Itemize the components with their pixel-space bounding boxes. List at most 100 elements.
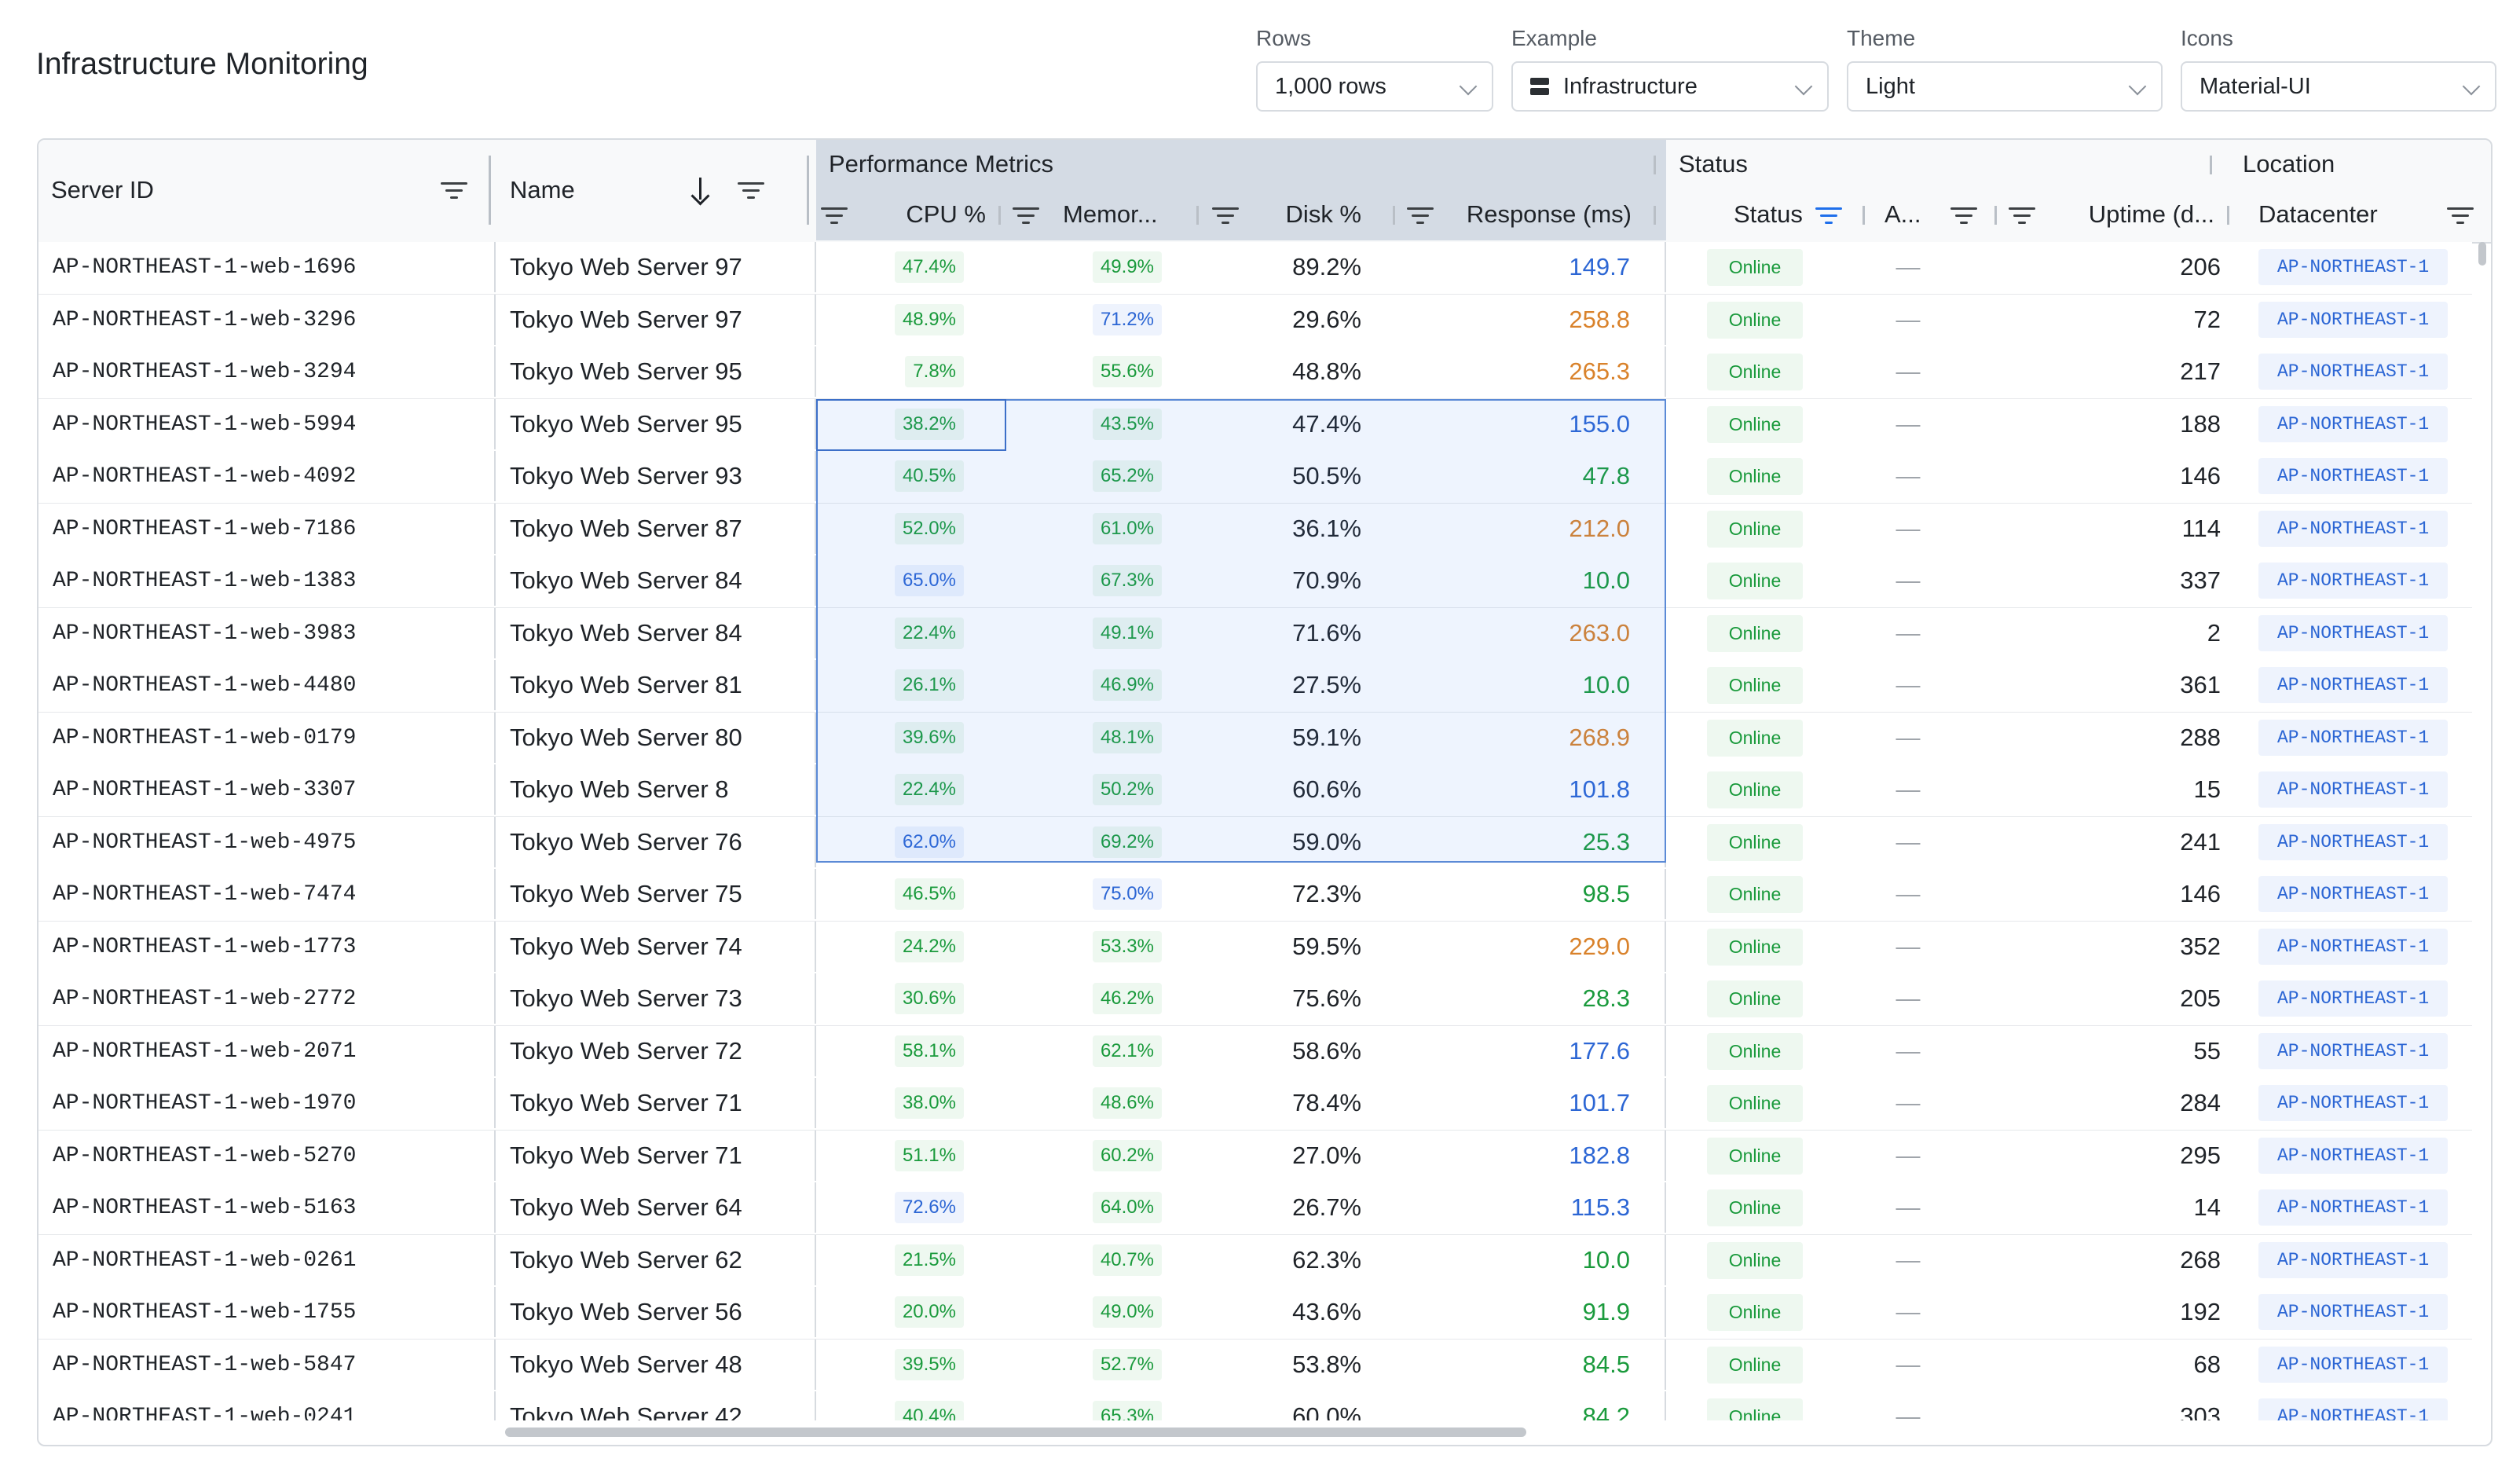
filter-icon[interactable] (441, 181, 467, 201)
cell-datacenter[interactable]: AP-NORTHEAST-1 (2243, 504, 2472, 554)
table-row[interactable]: AP-NORTHEAST-1-web-2772 Tokyo Web Server … (38, 973, 2472, 1027)
cell-datacenter[interactable]: AP-NORTHEAST-1 (2243, 713, 2472, 763)
cell-cpu[interactable]: 7.8% (816, 346, 1006, 397)
cell-response[interactable]: 155.0 (1401, 399, 1666, 449)
table-row[interactable]: AP-NORTHEAST-1-web-0179 Tokyo Web Server … (38, 713, 2472, 766)
cell-name[interactable]: Tokyo Web Server 64 (497, 1182, 816, 1233)
cell-name[interactable]: Tokyo Web Server 97 (497, 295, 816, 345)
cell-response[interactable]: 263.0 (1401, 608, 1666, 658)
table-row[interactable]: AP-NORTHEAST-1-web-1773 Tokyo Web Server … (38, 922, 2472, 975)
cell-server-id[interactable]: AP-NORTHEAST-1-web-0241 (38, 1391, 496, 1420)
cell-status[interactable]: Online (1666, 817, 1844, 867)
cell-uptime[interactable]: 295 (1972, 1131, 2243, 1181)
cell-uptime[interactable]: 68 (1972, 1340, 2243, 1390)
cell-disk[interactable]: 47.4% (1204, 399, 1401, 449)
cell-response[interactable]: 84.5 (1401, 1340, 1666, 1390)
cell-name[interactable]: Tokyo Web Server 56 (497, 1287, 816, 1337)
cell-name[interactable]: Tokyo Web Server 71 (497, 1131, 816, 1181)
horizontal-scrollbar-thumb[interactable] (505, 1428, 1526, 1437)
cell-status[interactable]: Online (1666, 1026, 1844, 1076)
cell-memory[interactable]: 60.2% (1006, 1131, 1204, 1181)
cell-server-id[interactable]: AP-NORTHEAST-1-web-1970 (38, 1078, 496, 1128)
column-resize-handle[interactable] (489, 156, 491, 225)
filter-icon[interactable] (1950, 206, 1977, 226)
column-header-memory[interactable]: Memor... (1047, 189, 1196, 240)
table-row[interactable]: AP-NORTHEAST-1-web-4480 Tokyo Web Server … (38, 660, 2472, 713)
cell-server-id[interactable]: AP-NORTHEAST-1-web-5163 (38, 1182, 496, 1233)
cell-datacenter[interactable]: AP-NORTHEAST-1 (2243, 869, 2472, 919)
cell-uptime[interactable]: 268 (1972, 1235, 2243, 1285)
cell-server-id[interactable]: AP-NORTHEAST-1-web-2071 (38, 1026, 496, 1076)
cell-cpu[interactable]: 40.5% (816, 451, 1006, 501)
cell-response[interactable]: 101.8 (1401, 764, 1666, 815)
table-row[interactable]: AP-NORTHEAST-1-web-3983 Tokyo Web Server … (38, 608, 2472, 662)
cell-memory[interactable]: 46.9% (1006, 660, 1204, 710)
cell-cpu[interactable]: 46.5% (816, 869, 1006, 919)
filter-icon[interactable] (738, 181, 764, 201)
cell-disk[interactable]: 48.8% (1204, 346, 1401, 397)
cell-memory[interactable]: 49.0% (1006, 1287, 1204, 1337)
column-resize-handle[interactable] (807, 156, 809, 225)
cell-datacenter[interactable]: AP-NORTHEAST-1 (2243, 1131, 2472, 1181)
cell-response[interactable]: 10.0 (1401, 1235, 1666, 1285)
table-row[interactable]: AP-NORTHEAST-1-web-5847 Tokyo Web Server … (38, 1340, 2472, 1393)
cell-server-id[interactable]: AP-NORTHEAST-1-web-4480 (38, 660, 496, 710)
table-row[interactable]: AP-NORTHEAST-1-web-1970 Tokyo Web Server … (38, 1078, 2472, 1131)
cell-cpu[interactable]: 58.1% (816, 1026, 1006, 1076)
cell-server-id[interactable]: AP-NORTHEAST-1-web-0179 (38, 713, 496, 763)
table-row[interactable]: AP-NORTHEAST-1-web-4975 Tokyo Web Server … (38, 817, 2472, 870)
cell-disk[interactable]: 27.5% (1204, 660, 1401, 710)
cell-cpu[interactable]: 20.0% (816, 1287, 1006, 1337)
cell-status[interactable]: Online (1666, 922, 1844, 972)
cell-name[interactable]: Tokyo Web Server 95 (497, 399, 816, 449)
column-header-server-id[interactable]: Server ID (38, 140, 496, 240)
cell-datacenter[interactable]: AP-NORTHEAST-1 (2243, 1235, 2472, 1285)
cell-disk[interactable]: 58.6% (1204, 1026, 1401, 1076)
cell-alerts[interactable]: — (1844, 451, 1972, 501)
cell-alerts[interactable]: — (1844, 295, 1972, 345)
cell-status[interactable]: Online (1666, 1287, 1844, 1337)
cell-datacenter[interactable]: AP-NORTHEAST-1 (2243, 764, 2472, 815)
cell-server-id[interactable]: AP-NORTHEAST-1-web-5270 (38, 1131, 496, 1181)
cell-response[interactable]: 28.3 (1401, 973, 1666, 1024)
cell-name[interactable]: Tokyo Web Server 76 (497, 817, 816, 867)
cell-memory[interactable]: 62.1% (1006, 1026, 1204, 1076)
rows-select[interactable]: 1,000 rows (1256, 61, 1493, 112)
cell-datacenter[interactable]: AP-NORTHEAST-1 (2243, 817, 2472, 867)
filter-icon[interactable] (1815, 206, 1842, 226)
cell-disk[interactable]: 29.6% (1204, 295, 1401, 345)
cell-server-id[interactable]: AP-NORTHEAST-1-web-1755 (38, 1287, 496, 1337)
icons-select[interactable]: Material-UI (2181, 61, 2496, 112)
cell-response[interactable]: 115.3 (1401, 1182, 1666, 1233)
column-header-response[interactable]: Response (ms) (1445, 189, 1666, 240)
cell-disk[interactable]: 59.5% (1204, 922, 1401, 972)
table-row[interactable]: AP-NORTHEAST-1-web-5994 Tokyo Web Server … (38, 399, 2472, 453)
cell-disk[interactable]: 75.6% (1204, 973, 1401, 1024)
cell-memory[interactable]: 50.2% (1006, 764, 1204, 815)
cell-cpu[interactable]: 30.6% (816, 973, 1006, 1024)
cell-name[interactable]: Tokyo Web Server 74 (497, 922, 816, 972)
cell-disk[interactable]: 50.5% (1204, 451, 1401, 501)
cell-uptime[interactable]: 192 (1972, 1287, 2243, 1337)
cell-response[interactable]: 10.0 (1401, 555, 1666, 606)
cell-datacenter[interactable]: AP-NORTHEAST-1 (2243, 1391, 2472, 1420)
cell-response[interactable]: 182.8 (1401, 1131, 1666, 1181)
cell-name[interactable]: Tokyo Web Server 72 (497, 1026, 816, 1076)
cell-disk[interactable]: 89.2% (1204, 242, 1401, 292)
cell-datacenter[interactable]: AP-NORTHEAST-1 (2243, 451, 2472, 501)
column-header-uptime[interactable]: Uptime (d... (2042, 189, 2221, 240)
cell-alerts[interactable]: — (1844, 1391, 1972, 1420)
cell-alerts[interactable]: — (1844, 817, 1972, 867)
cell-disk[interactable]: 71.6% (1204, 608, 1401, 658)
cell-disk[interactable]: 62.3% (1204, 1235, 1401, 1285)
cell-cpu[interactable]: 24.2% (816, 922, 1006, 972)
cell-memory[interactable]: 64.0% (1006, 1182, 1204, 1233)
cell-response[interactable]: 177.6 (1401, 1026, 1666, 1076)
cell-name[interactable]: Tokyo Web Server 48 (497, 1340, 816, 1390)
cell-response[interactable]: 265.3 (1401, 346, 1666, 397)
cell-alerts[interactable]: — (1844, 242, 1972, 292)
cell-server-id[interactable]: AP-NORTHEAST-1-web-1773 (38, 922, 496, 972)
cell-name[interactable]: Tokyo Web Server 95 (497, 346, 816, 397)
cell-name[interactable]: Tokyo Web Server 8 (497, 764, 816, 815)
cell-server-id[interactable]: AP-NORTHEAST-1-web-2772 (38, 973, 496, 1024)
